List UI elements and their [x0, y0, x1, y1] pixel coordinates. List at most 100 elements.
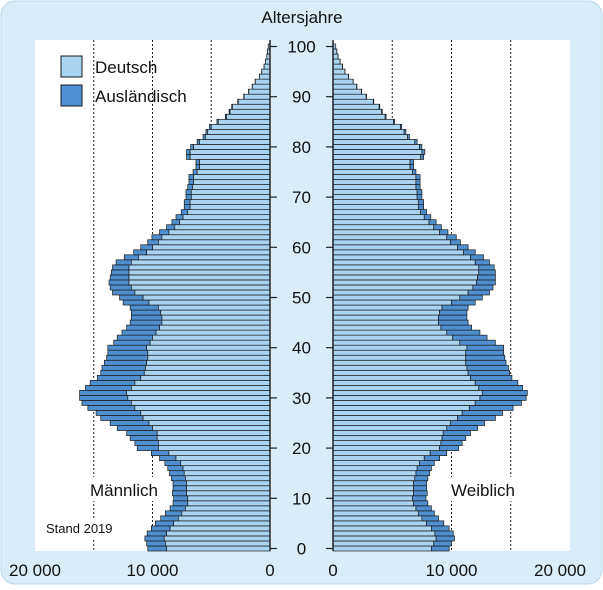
bar-male-german — [191, 190, 270, 195]
bar-female-german — [333, 385, 479, 390]
bar-female-foreign — [414, 491, 428, 496]
bar-female-foreign — [478, 275, 496, 280]
bar-female-foreign — [476, 280, 495, 285]
bar-female-foreign — [404, 129, 406, 134]
bar-male-german — [135, 405, 270, 410]
bar-female-german — [333, 215, 424, 220]
bar-male-foreign — [114, 340, 150, 345]
bar-female-foreign — [468, 290, 489, 295]
bar-male-foreign — [173, 481, 187, 486]
bar-male-foreign — [117, 335, 152, 340]
bar-male-german — [264, 64, 270, 69]
bar-female-german — [333, 270, 479, 275]
bar-male-german — [150, 340, 270, 345]
bar-male-foreign — [124, 255, 138, 260]
bar-male-foreign — [172, 491, 186, 496]
bar-male-german — [167, 531, 270, 536]
bar-female-foreign — [416, 506, 431, 511]
bar-female-german — [333, 149, 422, 154]
bar-male-foreign — [161, 516, 179, 521]
bar-female-german — [333, 340, 460, 345]
bar-male-foreign — [110, 285, 131, 290]
age-tick-label: 60 — [292, 238, 311, 257]
bar-male-foreign — [187, 149, 191, 154]
bar-female-foreign — [466, 355, 505, 360]
bar-female-german — [333, 410, 462, 415]
bar-female-foreign — [466, 360, 506, 365]
bar-female-german — [333, 124, 401, 129]
bar-male-foreign — [108, 350, 148, 355]
bar-female-german — [333, 380, 475, 385]
bar-female-foreign — [435, 531, 453, 536]
bar-male-foreign — [186, 195, 191, 200]
bar-female-german — [333, 84, 357, 89]
bar-male-foreign — [122, 330, 156, 335]
bar-female-foreign — [475, 260, 489, 265]
bar-female-german — [333, 481, 414, 486]
x-tick-label-male: 20 000 — [9, 561, 61, 580]
bar-female-foreign — [438, 320, 468, 325]
x-tick-label-female: 0 — [328, 561, 337, 580]
bar-male-german — [158, 441, 270, 446]
legend-label-auslaendisch: Ausländisch — [95, 87, 187, 106]
bar-female-foreign — [422, 516, 439, 521]
bar-female-foreign — [393, 119, 394, 124]
bar-female-foreign — [412, 496, 426, 501]
bar-male-foreign — [88, 405, 135, 410]
bar-male-foreign — [151, 526, 170, 531]
bar-male-foreign — [107, 355, 148, 360]
bar-male-german — [143, 415, 270, 420]
bar-female-german — [333, 260, 475, 265]
bar-male-foreign — [148, 546, 167, 551]
bar-male-foreign — [148, 240, 159, 245]
bar-female-german — [333, 436, 442, 441]
bar-female-german — [333, 210, 421, 215]
bar-male-german — [194, 144, 270, 149]
bar-female-german — [333, 175, 416, 180]
bar-male-foreign — [152, 235, 162, 240]
bar-female-german — [333, 195, 417, 200]
bar-male-german — [135, 380, 270, 385]
bar-male-foreign — [110, 420, 149, 425]
bar-male-foreign — [130, 320, 162, 325]
bar-female-german — [333, 516, 422, 521]
bar-male-german — [184, 471, 270, 476]
bar-female-foreign — [438, 315, 466, 320]
bar-female-foreign — [441, 441, 462, 446]
bar-female-foreign — [431, 546, 449, 551]
bar-male-foreign — [186, 190, 191, 195]
bar-male-german — [181, 461, 270, 466]
bar-female-german — [333, 245, 457, 250]
bar-male-foreign — [108, 345, 147, 350]
bar-male-foreign — [101, 415, 143, 420]
bar-male-german — [143, 295, 270, 300]
bar-male-german — [185, 476, 270, 481]
bar-male-german — [129, 270, 270, 275]
bar-female-foreign — [412, 169, 416, 174]
bar-female-german — [333, 129, 404, 134]
bar-female-foreign — [416, 180, 420, 185]
bar-male-german — [148, 350, 270, 355]
bar-female-foreign — [475, 380, 518, 385]
bar-female-foreign — [385, 114, 386, 119]
bar-male-foreign — [151, 451, 169, 456]
bar-male-german — [170, 526, 270, 531]
bar-male-german — [156, 330, 270, 335]
bar-female-foreign — [421, 210, 427, 215]
bar-female-foreign — [452, 300, 476, 305]
bar-female-foreign — [416, 185, 420, 190]
bar-female-foreign — [414, 486, 427, 491]
bar-female-german — [333, 461, 420, 466]
bar-male-german — [194, 175, 270, 180]
bar-male-german — [200, 139, 271, 144]
bar-male-german — [187, 486, 270, 491]
bar-female-german — [333, 431, 443, 436]
bar-female-german — [333, 69, 345, 74]
bar-female-german — [333, 300, 452, 305]
bar-male-foreign — [135, 441, 159, 446]
bar-male-german — [262, 69, 270, 74]
bar-male-foreign — [127, 431, 158, 436]
bar-male-german — [180, 220, 270, 225]
bar-male-german — [157, 431, 270, 436]
